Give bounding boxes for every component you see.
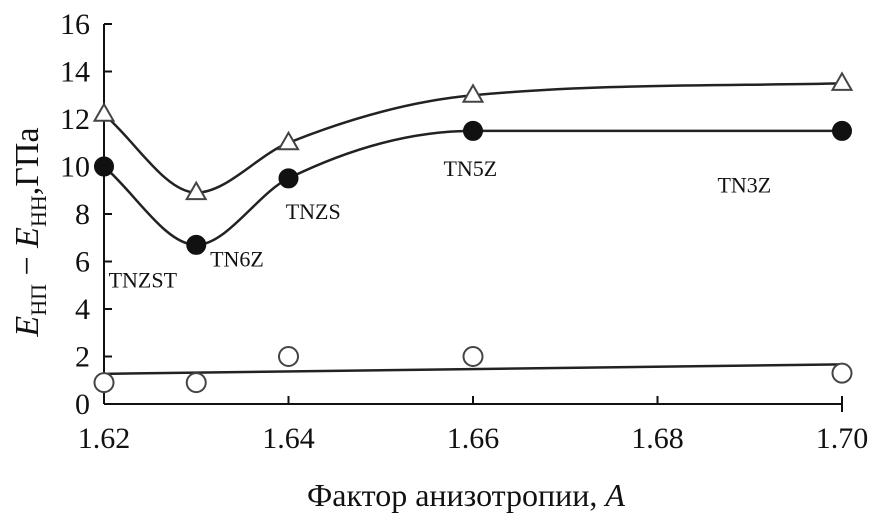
series-circle-filled — [94, 120, 852, 255]
data-point-open-circle — [93, 372, 115, 394]
data-point-open-triangle — [277, 130, 300, 151]
x-tick-label: 1.68 — [631, 422, 684, 455]
annotation-tnzs: TNZS — [286, 199, 341, 224]
y-tick-label: 0 — [75, 388, 90, 421]
data-point-filled-circle — [832, 120, 852, 141]
annotation-tn3z: TN3Z — [717, 173, 771, 198]
x-axis-label: Фактор анизотропии, A — [307, 477, 625, 513]
data-point-open-circle — [185, 372, 207, 394]
x-tick-label: 1.64 — [262, 422, 315, 455]
annotation-tnzst: TNZST — [109, 268, 178, 293]
data-point-filled-circle — [186, 234, 207, 255]
data-point-open-circle — [278, 346, 299, 367]
data-point-open-circle — [831, 362, 853, 384]
annotation-tn6z: TN6Z — [210, 246, 264, 271]
data-point-filled-circle — [463, 120, 483, 141]
series-circle-open — [93, 346, 853, 394]
data-point-open-circle — [462, 346, 484, 367]
x-axis-variable: A — [603, 477, 625, 513]
series-line — [103, 82, 843, 194]
annotations: TNZST TN6Z TNZS TN5Z TN3Z — [109, 156, 772, 293]
x-tick-label: 1.70 — [816, 422, 869, 455]
data-point-open-triangle — [830, 71, 854, 91]
data-point-filled-circle — [94, 156, 114, 177]
y-tick-label: 2 — [75, 341, 90, 374]
data-point-open-triangle — [184, 180, 208, 201]
y-tick-label: 16 — [60, 8, 90, 41]
y-tick-label: 8 — [75, 198, 90, 231]
data-series — [92, 71, 854, 394]
data-point-open-triangle — [461, 83, 485, 103]
x-tick-label: 1.62 — [78, 422, 131, 455]
y-axis-label: EНП − EНН,ГПа — [9, 127, 51, 337]
data-point-filled-circle — [278, 168, 299, 189]
data-point-open-triangle — [92, 102, 116, 122]
y-tick-label: 6 — [75, 246, 90, 279]
y-tick-label: 4 — [75, 293, 90, 326]
axis-ticks: 0 2 4 6 8 10 12 14 16 1.62 1.64 1.66 1.68 1.70 — [60, 8, 868, 455]
y-tick-label: 10 — [60, 151, 90, 184]
y-tick-label: 12 — [60, 103, 90, 136]
x-tick-label: 1.66 — [447, 422, 500, 455]
y-tick-label: 14 — [60, 56, 90, 89]
annotation-tn5z: TN5Z — [443, 156, 497, 181]
fit-line — [103, 363, 843, 376]
series-triangle-open — [92, 71, 854, 201]
series-line — [103, 129, 842, 247]
